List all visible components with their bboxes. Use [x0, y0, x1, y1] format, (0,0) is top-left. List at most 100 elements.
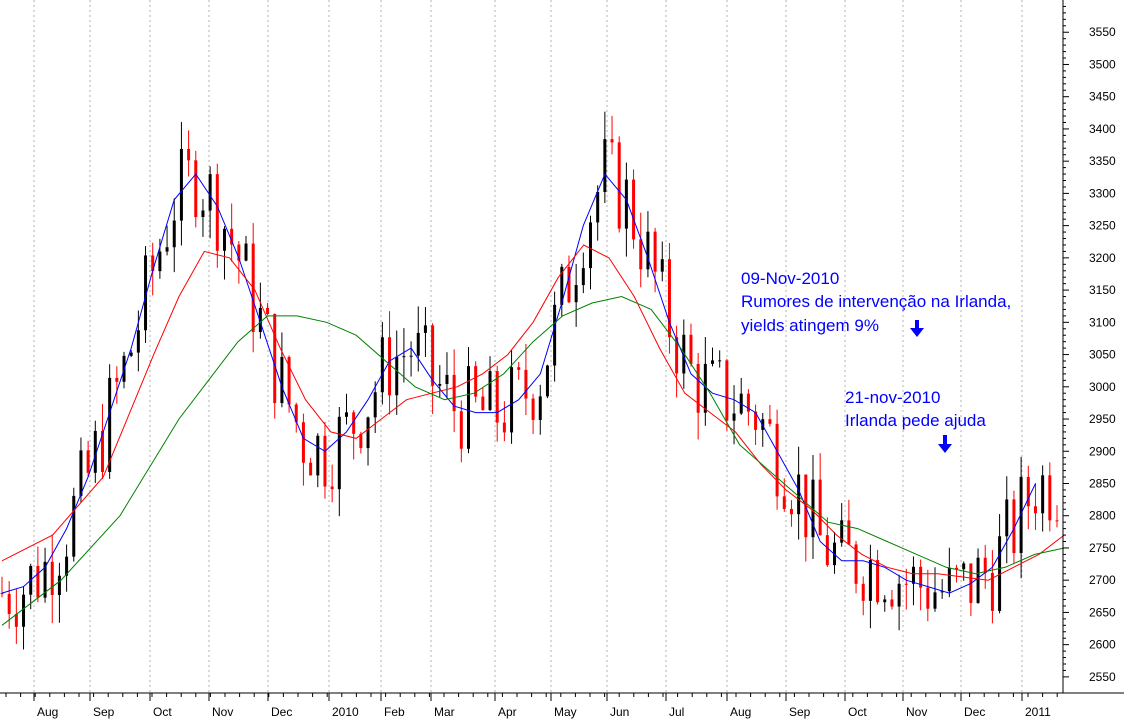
x-tick-label: Sep [789, 705, 811, 719]
x-tick-label: Jun [610, 705, 629, 719]
y-tick-label: 3150 [1089, 283, 1116, 297]
candle-body [732, 413, 736, 421]
candle-body [667, 259, 671, 338]
candle-body [474, 366, 478, 397]
candle-body [553, 304, 557, 366]
candle-body [165, 247, 169, 252]
annotation-nov-09-line-2: Rumores de intervenção na Irlanda, [741, 292, 1011, 311]
candle-body [746, 393, 750, 412]
annotation-nov-21-line-2: Irlanda pede ajuda [845, 411, 986, 430]
candle-body [72, 495, 76, 557]
candle-body [388, 337, 392, 396]
y-tick-label: 2900 [1089, 444, 1116, 458]
candle-body [1033, 506, 1037, 514]
candle-body [431, 325, 435, 386]
candle-body [187, 148, 191, 161]
y-tick-label: 2650 [1089, 605, 1116, 619]
candle-body [696, 363, 700, 413]
candle-body [933, 592, 937, 609]
candle-body [897, 583, 901, 607]
x-tick-label: Mar [434, 705, 455, 719]
candle-body [754, 411, 758, 430]
candle-body [316, 435, 320, 476]
candle-body [502, 422, 506, 433]
candle-body [136, 330, 140, 353]
candle-body [682, 334, 686, 374]
candle-body [574, 285, 578, 303]
candle-body [344, 412, 348, 417]
ma-short-line [1, 173, 1036, 594]
candle-body [481, 396, 485, 411]
annotation-nov-09-line-3: yields atingem 9% [741, 316, 879, 335]
candle-body [861, 583, 865, 601]
candle-body [825, 535, 829, 566]
y-tick-label: 3300 [1089, 186, 1116, 200]
candle-body [538, 396, 542, 420]
candle-body [337, 416, 341, 490]
candle-body [646, 231, 650, 270]
candle-body [402, 356, 406, 358]
candle-body [976, 557, 980, 603]
candle-body [258, 307, 262, 333]
candle-body [352, 412, 356, 434]
candle-body [919, 566, 923, 588]
y-tick-label: 2850 [1089, 476, 1116, 490]
candle-body [1005, 499, 1009, 537]
candle-body [43, 561, 47, 598]
candle-body [711, 360, 715, 364]
candle-body [230, 228, 234, 245]
annotation-nov-09: 09-Nov-2010 Rumores de intervenção na Ir… [741, 269, 1011, 337]
candle-body [7, 593, 11, 615]
candle-body [172, 220, 176, 248]
candle-body [215, 174, 219, 251]
y-tick-label: 3200 [1089, 251, 1116, 265]
annotation-nov-09-line-1: 09-Nov-2010 [741, 269, 839, 288]
candle-body [660, 259, 664, 272]
y-tick-label: 2600 [1089, 638, 1116, 652]
candle-body [309, 462, 313, 476]
y-tick-label: 2550 [1089, 670, 1116, 684]
x-tick-label: Aug [37, 705, 58, 719]
candle-body [330, 486, 334, 490]
x-tick-label: Oct [153, 705, 172, 719]
candle-body [108, 377, 112, 473]
candle-body [323, 435, 327, 487]
candle-body [703, 363, 707, 413]
candle-body [1012, 499, 1016, 554]
candle-body [675, 337, 679, 374]
candle-body [955, 567, 959, 570]
candle-body [847, 520, 851, 545]
y-tick-label: 3050 [1089, 348, 1116, 362]
x-tick-label: Aug [730, 705, 751, 719]
candle-body [416, 332, 420, 356]
y-tick-label: 3500 [1089, 57, 1116, 71]
candle-body [911, 566, 915, 584]
candle-body [294, 404, 298, 423]
x-tick-label: 2011 [1025, 705, 1051, 719]
candle-body [1026, 476, 1030, 507]
candle-body [93, 430, 97, 473]
candle-body [904, 583, 908, 585]
candle-body [287, 356, 291, 405]
candle-body [1048, 475, 1052, 521]
candle-body [560, 266, 564, 305]
candle-body [179, 148, 183, 221]
x-tick-label: Nov [212, 705, 233, 719]
candle-body [208, 174, 212, 211]
candle-body [452, 374, 456, 412]
candle-body [1041, 475, 1045, 514]
candle-body [531, 398, 535, 420]
candle-body [423, 325, 427, 333]
candle-body [36, 565, 40, 598]
annotation-nov-21-line-1: 21-nov-2010 [845, 388, 940, 407]
annotation-nov-21: 21-nov-2010 Irlanda pede ajuda [845, 388, 986, 453]
candle-body [1055, 520, 1059, 522]
candle-body [22, 594, 26, 627]
candle-body [545, 365, 549, 397]
y-tick-label: 3450 [1089, 90, 1116, 104]
candle-body [222, 228, 226, 251]
x-tick-label: Feb [384, 705, 405, 719]
x-tick-label: Nov [906, 705, 927, 719]
x-tick-label: Dec [271, 705, 292, 719]
candle-body [840, 520, 844, 543]
